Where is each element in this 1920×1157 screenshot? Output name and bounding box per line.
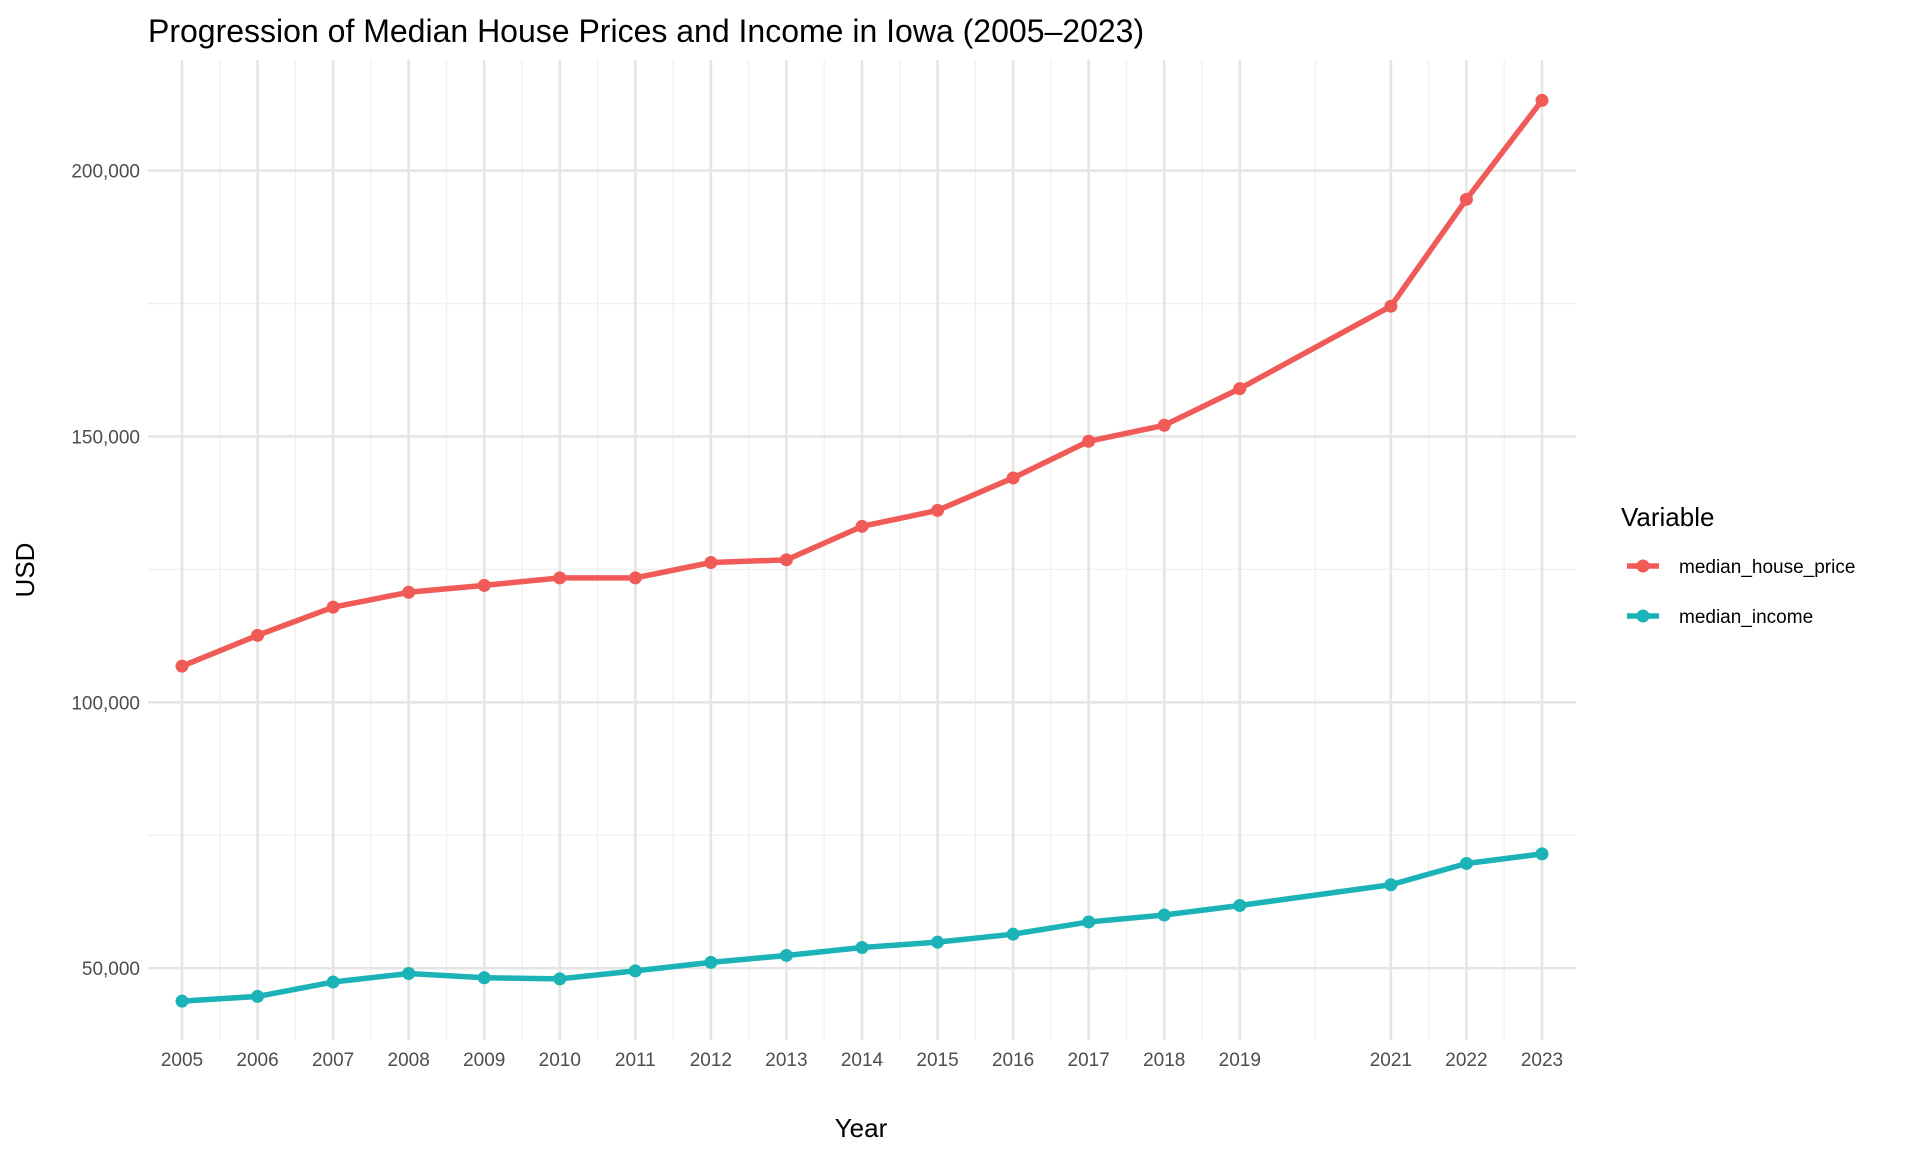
median-income-point <box>251 989 265 1003</box>
median-house-price-point <box>1233 382 1247 396</box>
grid-lines <box>148 60 1576 1040</box>
x-tick-label: 2023 <box>1521 1050 1563 1071</box>
x-tick-label: 2016 <box>992 1050 1034 1071</box>
y-tick-label: 200,000 <box>71 162 140 183</box>
legend-item-median-house-price: median_house_price <box>1627 557 1855 578</box>
x-tick-label: 2010 <box>539 1050 581 1071</box>
median-house-price-point <box>1157 418 1171 432</box>
axes: 50,000 100,000 150,000 200,000 2005 2006 2007 2… <box>71 162 1563 1071</box>
median-house-price-line <box>180 98 1545 669</box>
x-tick-label: 2015 <box>916 1050 958 1071</box>
legend-title: Variable <box>1621 502 1714 532</box>
median-house-price-point <box>175 659 189 673</box>
median-house-price-point <box>704 555 718 569</box>
series-median-income <box>175 847 1549 1008</box>
x-tick-label: 2011 <box>615 1050 656 1071</box>
median-income-point <box>1233 898 1247 912</box>
median-income-point <box>704 955 718 969</box>
median-house-price-point <box>1006 471 1020 485</box>
legend-key-point <box>1636 559 1650 573</box>
median-income-line <box>181 851 1543 1004</box>
median-income-point <box>855 940 869 954</box>
median-income-point <box>402 967 416 981</box>
median-house-price-point <box>402 585 416 599</box>
plot-series <box>175 93 1549 1008</box>
median-house-price-point <box>1082 434 1096 448</box>
median-house-price-point <box>477 578 491 592</box>
chart-title: Progression of Median House Prices and I… <box>148 13 1144 49</box>
median-house-price-point <box>1535 93 1549 107</box>
median-income-point <box>628 964 642 978</box>
legend-key-point <box>1636 609 1650 623</box>
median-income-point <box>1082 915 1096 929</box>
series-median-house-price <box>175 93 1549 673</box>
y-tick-label: 50,000 <box>82 959 140 980</box>
median-income-point <box>175 994 189 1008</box>
x-tick-label: 2017 <box>1068 1050 1110 1071</box>
x-tick-label: 2014 <box>841 1050 884 1071</box>
x-tick-label: 2018 <box>1143 1050 1185 1071</box>
median-income-point <box>1157 908 1171 922</box>
legend-item-median-income: median_income <box>1627 607 1813 628</box>
median-house-price-point <box>855 519 869 533</box>
x-tick-label: 2006 <box>236 1050 278 1071</box>
x-axis-title: Year <box>835 1113 888 1143</box>
median-income-point <box>477 971 491 985</box>
median-income-point <box>931 935 945 949</box>
x-tick-label: 2019 <box>1219 1050 1261 1071</box>
median-house-price-point <box>1384 299 1398 313</box>
legend-label: median_house_price <box>1679 557 1855 578</box>
median-income-point <box>1535 847 1549 861</box>
legend-label: median_income <box>1679 607 1813 628</box>
x-tick-label: 2005 <box>161 1050 203 1071</box>
median-house-price-point <box>1459 192 1473 206</box>
median-income-point <box>326 975 340 989</box>
x-tick-label: 2007 <box>312 1050 354 1071</box>
median-income-point <box>779 948 793 962</box>
x-tick-label: 2022 <box>1445 1050 1487 1071</box>
x-tick-label: 2012 <box>690 1050 732 1071</box>
legend: Variable median_house_price median_income <box>1621 502 1855 628</box>
median-house-price-point <box>779 553 793 567</box>
median-house-price-point <box>628 571 642 585</box>
median-income-point <box>553 972 567 986</box>
y-axis-title: USD <box>10 543 40 598</box>
median-house-price-point <box>931 503 945 517</box>
x-tick-label: 2008 <box>388 1050 430 1071</box>
x-tick-label: 2013 <box>765 1050 807 1071</box>
median-house-price-point <box>326 600 340 614</box>
median-house-price-point <box>553 571 567 585</box>
median-income-point <box>1384 878 1398 892</box>
median-income-point <box>1006 927 1020 941</box>
x-tick-label: 2009 <box>463 1050 505 1071</box>
median-house-price-point <box>251 628 265 642</box>
legend-items: median_house_price median_income <box>1627 557 1855 628</box>
median-income-point <box>1459 856 1473 870</box>
y-tick-label: 150,000 <box>71 427 140 448</box>
x-tick-label: 2021 <box>1370 1050 1412 1071</box>
y-tick-label: 100,000 <box>71 693 140 714</box>
